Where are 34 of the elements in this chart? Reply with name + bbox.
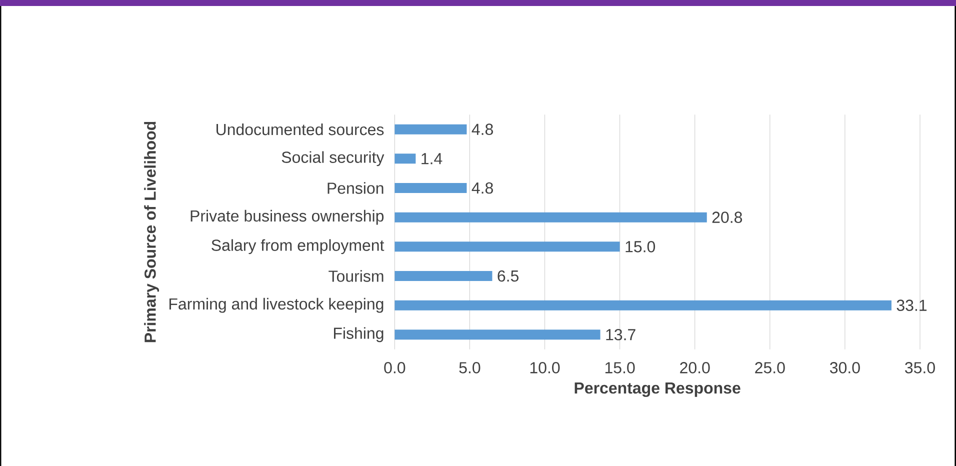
bar bbox=[394, 183, 467, 193]
y-tick-label: Tourism bbox=[328, 270, 384, 282]
x-tick-label: 25.0 bbox=[755, 362, 785, 374]
x-tick-label: 20.0 bbox=[680, 362, 710, 374]
bar bbox=[394, 242, 620, 252]
y-tick-label: Undocumented sources bbox=[216, 123, 384, 136]
y-tick-label: Social security bbox=[282, 151, 384, 166]
x-tick-label: 15.0 bbox=[605, 362, 635, 374]
data-label: 4.8 bbox=[472, 124, 493, 135]
bar bbox=[394, 212, 707, 222]
y-tick-label: Fishing bbox=[334, 327, 384, 342]
bar bbox=[394, 270, 492, 281]
bar bbox=[394, 330, 600, 340]
x-tick-label: 30.0 bbox=[830, 362, 860, 374]
data-label: 13.7 bbox=[606, 329, 636, 340]
data-label: 33.1 bbox=[896, 300, 927, 311]
x-tick-label: 5.0 bbox=[459, 362, 480, 374]
y-tick-label: Private business ownership bbox=[190, 210, 384, 225]
y-tick-label: Farming and livestock keeping bbox=[169, 298, 384, 313]
x-tick-label: 35.0 bbox=[905, 362, 935, 374]
x-tick-label: 10.0 bbox=[530, 362, 560, 374]
data-label: 15.0 bbox=[626, 241, 656, 252]
x-tick-label: 0.0 bbox=[384, 362, 406, 374]
data-label: 4.8 bbox=[472, 182, 493, 194]
y-axis-title: Primary Source of Livelihood bbox=[144, 122, 160, 342]
bar bbox=[394, 124, 467, 134]
data-label: 20.8 bbox=[712, 212, 742, 223]
y-tick-label: Pension bbox=[328, 182, 384, 194]
bar bbox=[394, 300, 892, 310]
data-label: 6.5 bbox=[498, 270, 519, 282]
bar bbox=[394, 154, 416, 164]
data-label: 1.4 bbox=[422, 153, 442, 164]
y-tick-label: Salary from employment bbox=[212, 239, 384, 254]
x-axis-title: Percentage Response bbox=[574, 382, 740, 397]
